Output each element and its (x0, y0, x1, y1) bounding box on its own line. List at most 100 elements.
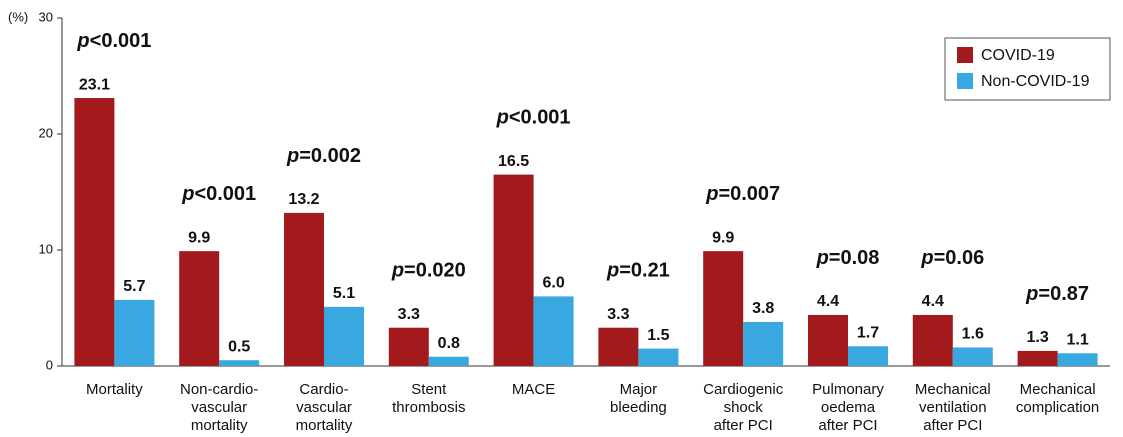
bar (703, 251, 744, 366)
y-axis-label: (%) (8, 9, 28, 24)
value-label: 0.5 (228, 338, 250, 355)
value-label: 16.5 (498, 153, 529, 170)
bar (428, 356, 469, 366)
bar (114, 299, 155, 366)
bar (1057, 353, 1098, 366)
x-tick-label: thrombosis (392, 399, 465, 416)
bar (638, 348, 679, 366)
p-value: p=0.08 (816, 247, 880, 269)
bar (952, 347, 993, 366)
x-tick-label: Major (620, 381, 658, 398)
x-tick-label: vascular (191, 399, 247, 416)
p-symbol: p (816, 247, 829, 269)
bar (743, 321, 784, 366)
p-rest: <0.001 (194, 183, 256, 205)
legend-swatch (957, 47, 973, 63)
x-tick-label: complication (1016, 399, 1099, 416)
x-tick-label: Pulmonary (812, 381, 884, 398)
bar (219, 360, 260, 366)
y-tick-label: 0 (46, 357, 53, 372)
p-symbol: p (1025, 283, 1038, 305)
p-symbol: p (391, 260, 404, 282)
p-rest: =0.21 (619, 260, 670, 282)
x-tick-label: after PCI (818, 417, 877, 434)
p-rest: =0.020 (404, 260, 466, 282)
p-rest: <0.001 (90, 30, 152, 52)
p-value: p<0.001 (496, 107, 571, 129)
x-tick-label: Mortality (86, 381, 143, 398)
value-label: 1.6 (962, 326, 984, 343)
p-symbol: p (286, 145, 299, 167)
p-rest: <0.001 (509, 107, 571, 129)
value-label: 6.0 (542, 275, 564, 292)
value-label: 1.3 (1026, 329, 1048, 346)
x-tick-label: ventilation (919, 399, 987, 416)
x-tick-label: MACE (512, 381, 555, 398)
legend-label: Non-COVID-19 (981, 73, 1090, 90)
x-tick-label: shock (724, 399, 764, 416)
value-label: 9.9 (712, 229, 734, 246)
value-label: 4.4 (922, 293, 944, 310)
bar (1017, 350, 1058, 366)
x-tick-label: mortality (191, 417, 248, 434)
bar (179, 251, 220, 366)
p-symbol: p (496, 107, 509, 129)
p-symbol: p (920, 247, 933, 269)
x-tick-label: after PCI (923, 417, 982, 434)
legend-swatch (957, 73, 973, 89)
bar (808, 314, 848, 366)
p-rest: =0.002 (299, 145, 361, 167)
p-rest: =0.08 (829, 247, 880, 269)
value-label: 5.1 (333, 285, 355, 302)
x-tick-label: vascular (296, 399, 352, 416)
value-label: 23.1 (79, 76, 110, 93)
p-value: p=0.002 (286, 145, 361, 167)
x-tick-label: mortality (296, 417, 353, 434)
bar (388, 327, 429, 366)
value-label: 0.8 (438, 335, 460, 352)
value-label: 1.1 (1066, 331, 1088, 348)
p-symbol: p (606, 260, 619, 282)
bar (533, 296, 574, 366)
y-tick-label: 30 (39, 9, 53, 24)
p-symbol: p (705, 183, 718, 205)
value-label: 3.3 (398, 306, 420, 323)
bar (324, 306, 364, 366)
x-tick-label: Mechanical (915, 381, 991, 398)
value-label: 4.4 (817, 293, 839, 310)
p-symbol: p (76, 30, 89, 52)
x-tick-label: after PCI (714, 417, 773, 434)
value-label: 3.3 (607, 306, 629, 323)
p-value: p=0.21 (606, 260, 670, 282)
x-tick-label: Mechanical (1020, 381, 1096, 398)
x-tick-label: oedema (821, 399, 876, 416)
bar (284, 212, 324, 366)
p-rest: =0.87 (1038, 283, 1089, 305)
y-tick-label: 10 (39, 241, 53, 256)
legend-label: COVID-19 (981, 47, 1055, 64)
value-label: 1.5 (647, 327, 669, 344)
p-value: p<0.001 (181, 183, 256, 205)
y-tick-label: 20 (39, 125, 53, 140)
bar (74, 98, 115, 366)
p-rest: =0.06 (934, 247, 985, 269)
x-tick-label: Non-cardio- (180, 381, 258, 398)
bar (598, 327, 639, 366)
p-value: p=0.007 (705, 183, 780, 205)
value-label: 5.7 (123, 278, 145, 295)
x-tick-label: bleeding (610, 399, 667, 416)
p-symbol: p (181, 183, 194, 205)
p-rest: =0.007 (718, 183, 780, 205)
value-label: 9.9 (188, 229, 210, 246)
p-value: p=0.87 (1025, 283, 1089, 305)
bar (848, 346, 888, 366)
bar (493, 174, 534, 366)
value-label: 13.2 (288, 191, 319, 208)
x-tick-label: Stent (411, 381, 447, 398)
bar (912, 314, 953, 366)
p-value: p=0.020 (391, 260, 466, 282)
x-tick-label: Cardiogenic (703, 381, 784, 398)
value-label: 3.8 (752, 300, 774, 317)
p-value: p=0.06 (920, 247, 984, 269)
